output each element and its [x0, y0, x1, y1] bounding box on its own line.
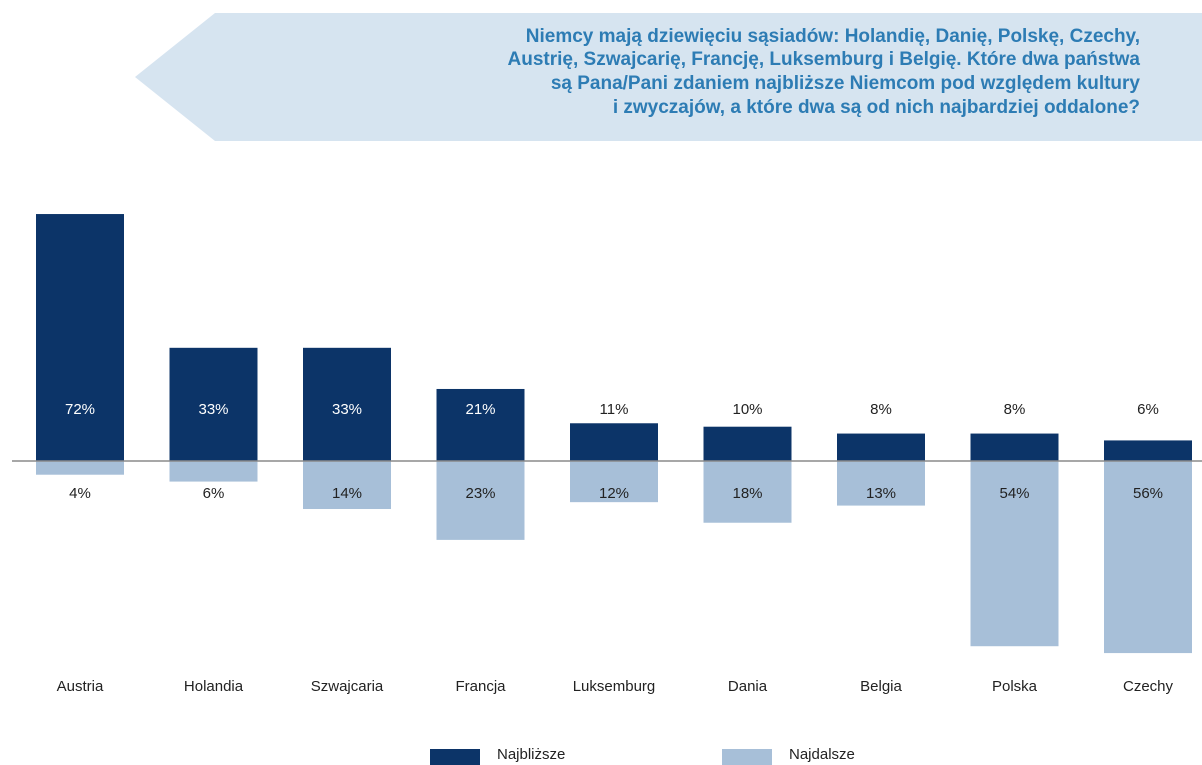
data-label: 33%	[332, 401, 362, 418]
x-tick-label: Luksemburg	[573, 678, 656, 695]
legend-label: Najdalsze	[789, 746, 855, 763]
bar	[303, 347, 391, 461]
data-label: 56%	[1133, 485, 1163, 502]
bar	[1104, 440, 1192, 461]
data-label: 23%	[465, 485, 495, 502]
bar	[436, 388, 525, 461]
data-label: 11%	[600, 401, 629, 418]
legend-swatch	[722, 749, 772, 765]
data-label: 12%	[599, 485, 629, 502]
x-tick-label: Francja	[455, 678, 506, 695]
x-tick-label: Dania	[728, 678, 768, 695]
data-label: 8%	[870, 401, 892, 418]
x-tick-label: Czechy	[1123, 678, 1174, 695]
bar	[703, 461, 792, 523]
bar	[837, 461, 925, 506]
data-label: 14%	[332, 485, 362, 502]
x-tick-label: Austria	[57, 678, 104, 695]
chart-title: Niemcy mają dziewięciu sąsiadów: Holandi…	[526, 26, 1140, 47]
data-label: 10%	[732, 401, 762, 418]
data-label: 4%	[69, 485, 91, 502]
chart-title: są Pana/Pani zdaniem najbliższe Niemcom …	[551, 73, 1141, 94]
chart-title: Austrię, Szwajcarię, Francję, Luksemburg…	[508, 49, 1141, 70]
x-tick-label: Belgia	[860, 678, 902, 695]
bar	[436, 461, 525, 540]
bar	[970, 461, 1059, 647]
bar	[36, 461, 124, 475]
bar	[36, 214, 124, 461]
data-label: 33%	[198, 401, 228, 418]
bar	[1104, 461, 1192, 654]
legend-swatch	[430, 749, 480, 765]
bar	[703, 426, 792, 461]
bar	[169, 347, 258, 461]
x-tick-label: Polska	[992, 678, 1038, 695]
data-label: 13%	[866, 485, 896, 502]
data-label: 18%	[732, 485, 762, 502]
data-label: 6%	[203, 485, 225, 502]
bar	[570, 423, 658, 461]
data-label: 6%	[1137, 401, 1159, 418]
bar	[837, 433, 925, 461]
data-label: 72%	[65, 401, 95, 418]
data-label: 8%	[1004, 401, 1026, 418]
bar	[303, 461, 391, 510]
x-tick-label: Holandia	[184, 678, 244, 695]
legend-label: Najbliższe	[497, 746, 565, 763]
bar	[169, 461, 258, 482]
data-label: 54%	[999, 485, 1029, 502]
data-label: 21%	[465, 401, 495, 418]
bar	[970, 433, 1059, 461]
title-banner	[135, 13, 1202, 141]
chart-title: i zwyczajów, a które dwa są od nich najb…	[613, 97, 1140, 118]
bar	[570, 461, 658, 503]
x-tick-label: Szwajcaria	[311, 678, 384, 695]
